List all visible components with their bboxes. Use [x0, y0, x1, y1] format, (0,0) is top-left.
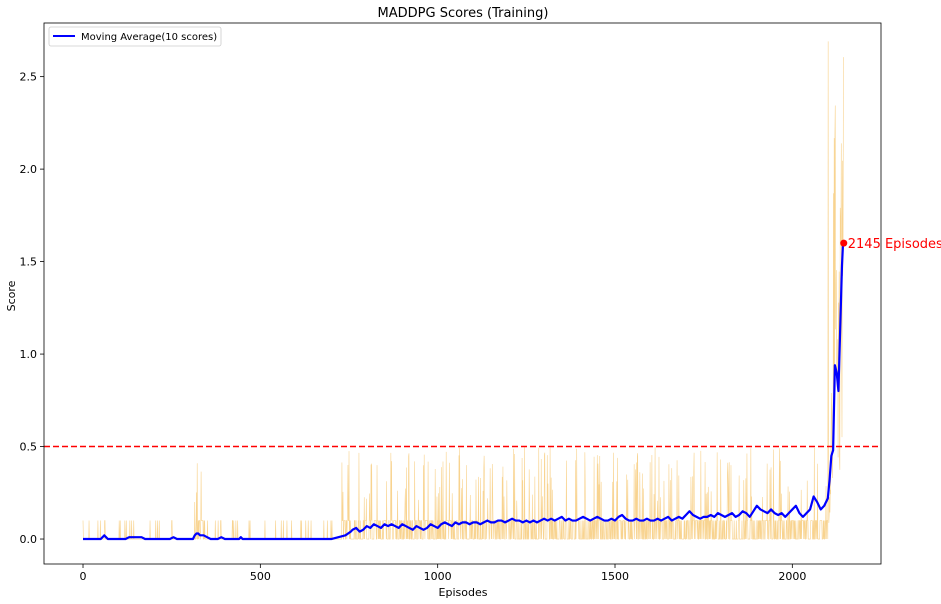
plot-frame [43, 22, 882, 565]
x-tick-label: 2000 [778, 570, 806, 583]
legend-entry-moving-average: Moving Average(10 scores) [81, 32, 217, 43]
y-axis-label: Score [5, 280, 18, 311]
plot-area: 2145 Episodes [43, 22, 941, 565]
legend-box [48, 26, 222, 47]
solved-annotation: 2145 Episodes [848, 237, 941, 252]
moving-average-line [83, 243, 845, 541]
y-tick-label: 1.5 [20, 256, 38, 269]
x-axis-ticks: 0 500 1000 1500 2000 [80, 564, 806, 583]
y-tick-label: 0.0 [20, 533, 38, 546]
y-tick-label: 2.5 [20, 71, 38, 84]
moving-average-layer [83, 243, 845, 541]
x-tick-label: 1000 [424, 570, 452, 583]
annotation-layer: 2145 Episodes [840, 237, 941, 252]
solved-marker [840, 239, 848, 247]
chart-title: MADDPG Scores (Training) [378, 6, 549, 21]
x-tick-label: 0 [80, 570, 87, 583]
x-tick-label: 1500 [601, 570, 629, 583]
legend: Moving Average(10 scores) [48, 26, 222, 47]
y-tick-label: 1.0 [20, 348, 38, 361]
x-tick-label: 500 [250, 570, 271, 583]
y-axis-ticks: 0.0 0.5 1.0 1.5 2.0 2.5 [20, 71, 44, 546]
y-tick-label: 0.5 [20, 441, 38, 454]
y-tick-label: 2.0 [20, 163, 38, 176]
x-axis-label: Episodes [439, 586, 488, 599]
